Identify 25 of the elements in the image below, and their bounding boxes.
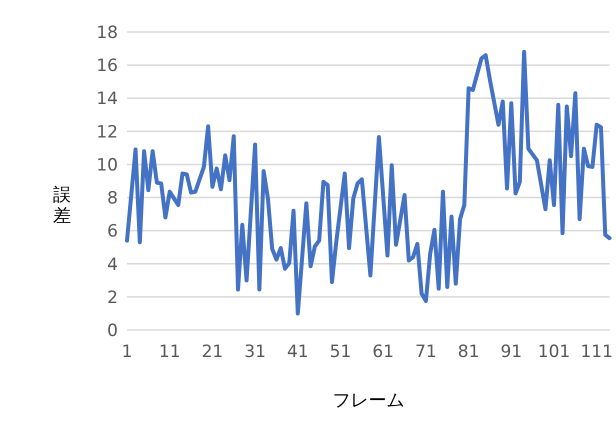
y-tick-label: 4: [107, 254, 118, 275]
x-tick-label: 1: [122, 342, 132, 362]
x-tick-label: 41: [286, 342, 309, 362]
x-tick-label: 21: [202, 342, 224, 362]
y-tick-label: 0: [107, 321, 118, 341]
y-tick-label: 12: [96, 122, 118, 142]
x-tick-label: 91: [500, 342, 522, 362]
line-series: [125, 50, 612, 316]
x-tick-label: 101: [538, 342, 570, 362]
y-tick-label: 10: [96, 155, 118, 176]
y-tick-label: 2: [107, 288, 118, 308]
y-tick-label: 16: [96, 56, 118, 76]
x-tick-label: 11: [158, 342, 181, 362]
y-tick-label: 6: [107, 222, 118, 242]
y-tick-label: 8: [107, 188, 118, 209]
x-tick-label: 71: [415, 342, 437, 362]
y-axis-title: 誤差: [53, 184, 71, 226]
x-tick-label: 51: [330, 342, 352, 362]
x-tick-label: 81: [458, 342, 480, 362]
y-tick-label: 14: [96, 89, 118, 110]
y-tick-label: 18: [96, 23, 118, 43]
x-tick-label: 61: [372, 342, 394, 362]
x-axis-title: フレーム: [332, 390, 404, 411]
x-tick-label: 31: [244, 342, 266, 362]
x-tick-label: 111: [580, 342, 613, 362]
